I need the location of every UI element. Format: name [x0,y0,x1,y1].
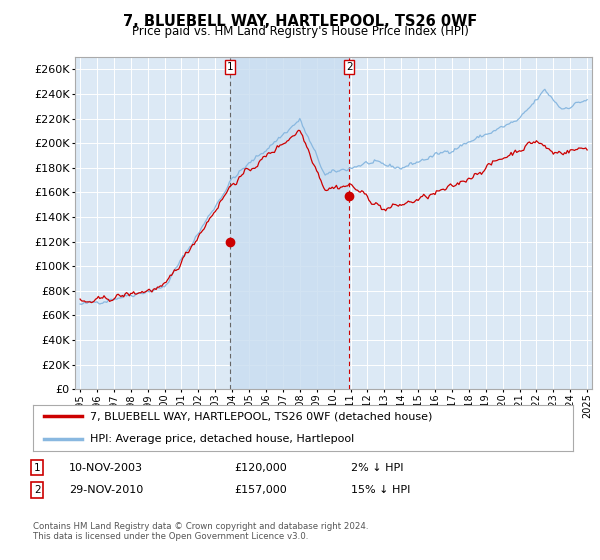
Text: 7, BLUEBELL WAY, HARTLEPOOL, TS26 0WF: 7, BLUEBELL WAY, HARTLEPOOL, TS26 0WF [123,14,477,29]
Text: Contains HM Land Registry data © Crown copyright and database right 2024.
This d: Contains HM Land Registry data © Crown c… [33,522,368,542]
Text: 2: 2 [346,62,352,72]
Text: 29-NOV-2010: 29-NOV-2010 [69,485,143,495]
Text: 2: 2 [34,485,41,495]
Text: HPI: Average price, detached house, Hartlepool: HPI: Average price, detached house, Hart… [90,435,354,444]
Text: £120,000: £120,000 [234,463,287,473]
Text: £157,000: £157,000 [234,485,287,495]
Text: Price paid vs. HM Land Registry's House Price Index (HPI): Price paid vs. HM Land Registry's House … [131,25,469,38]
Bar [230,57,349,389]
Text: 7, BLUEBELL WAY, HARTLEPOOL, TS26 0WF (detached house): 7, BLUEBELL WAY, HARTLEPOOL, TS26 0WF (d… [90,412,432,421]
Text: 1: 1 [227,62,233,72]
Text: 1: 1 [34,463,41,473]
Text: 10-NOV-2003: 10-NOV-2003 [69,463,143,473]
Text: 2% ↓ HPI: 2% ↓ HPI [351,463,404,473]
Text: 15% ↓ HPI: 15% ↓ HPI [351,485,410,495]
